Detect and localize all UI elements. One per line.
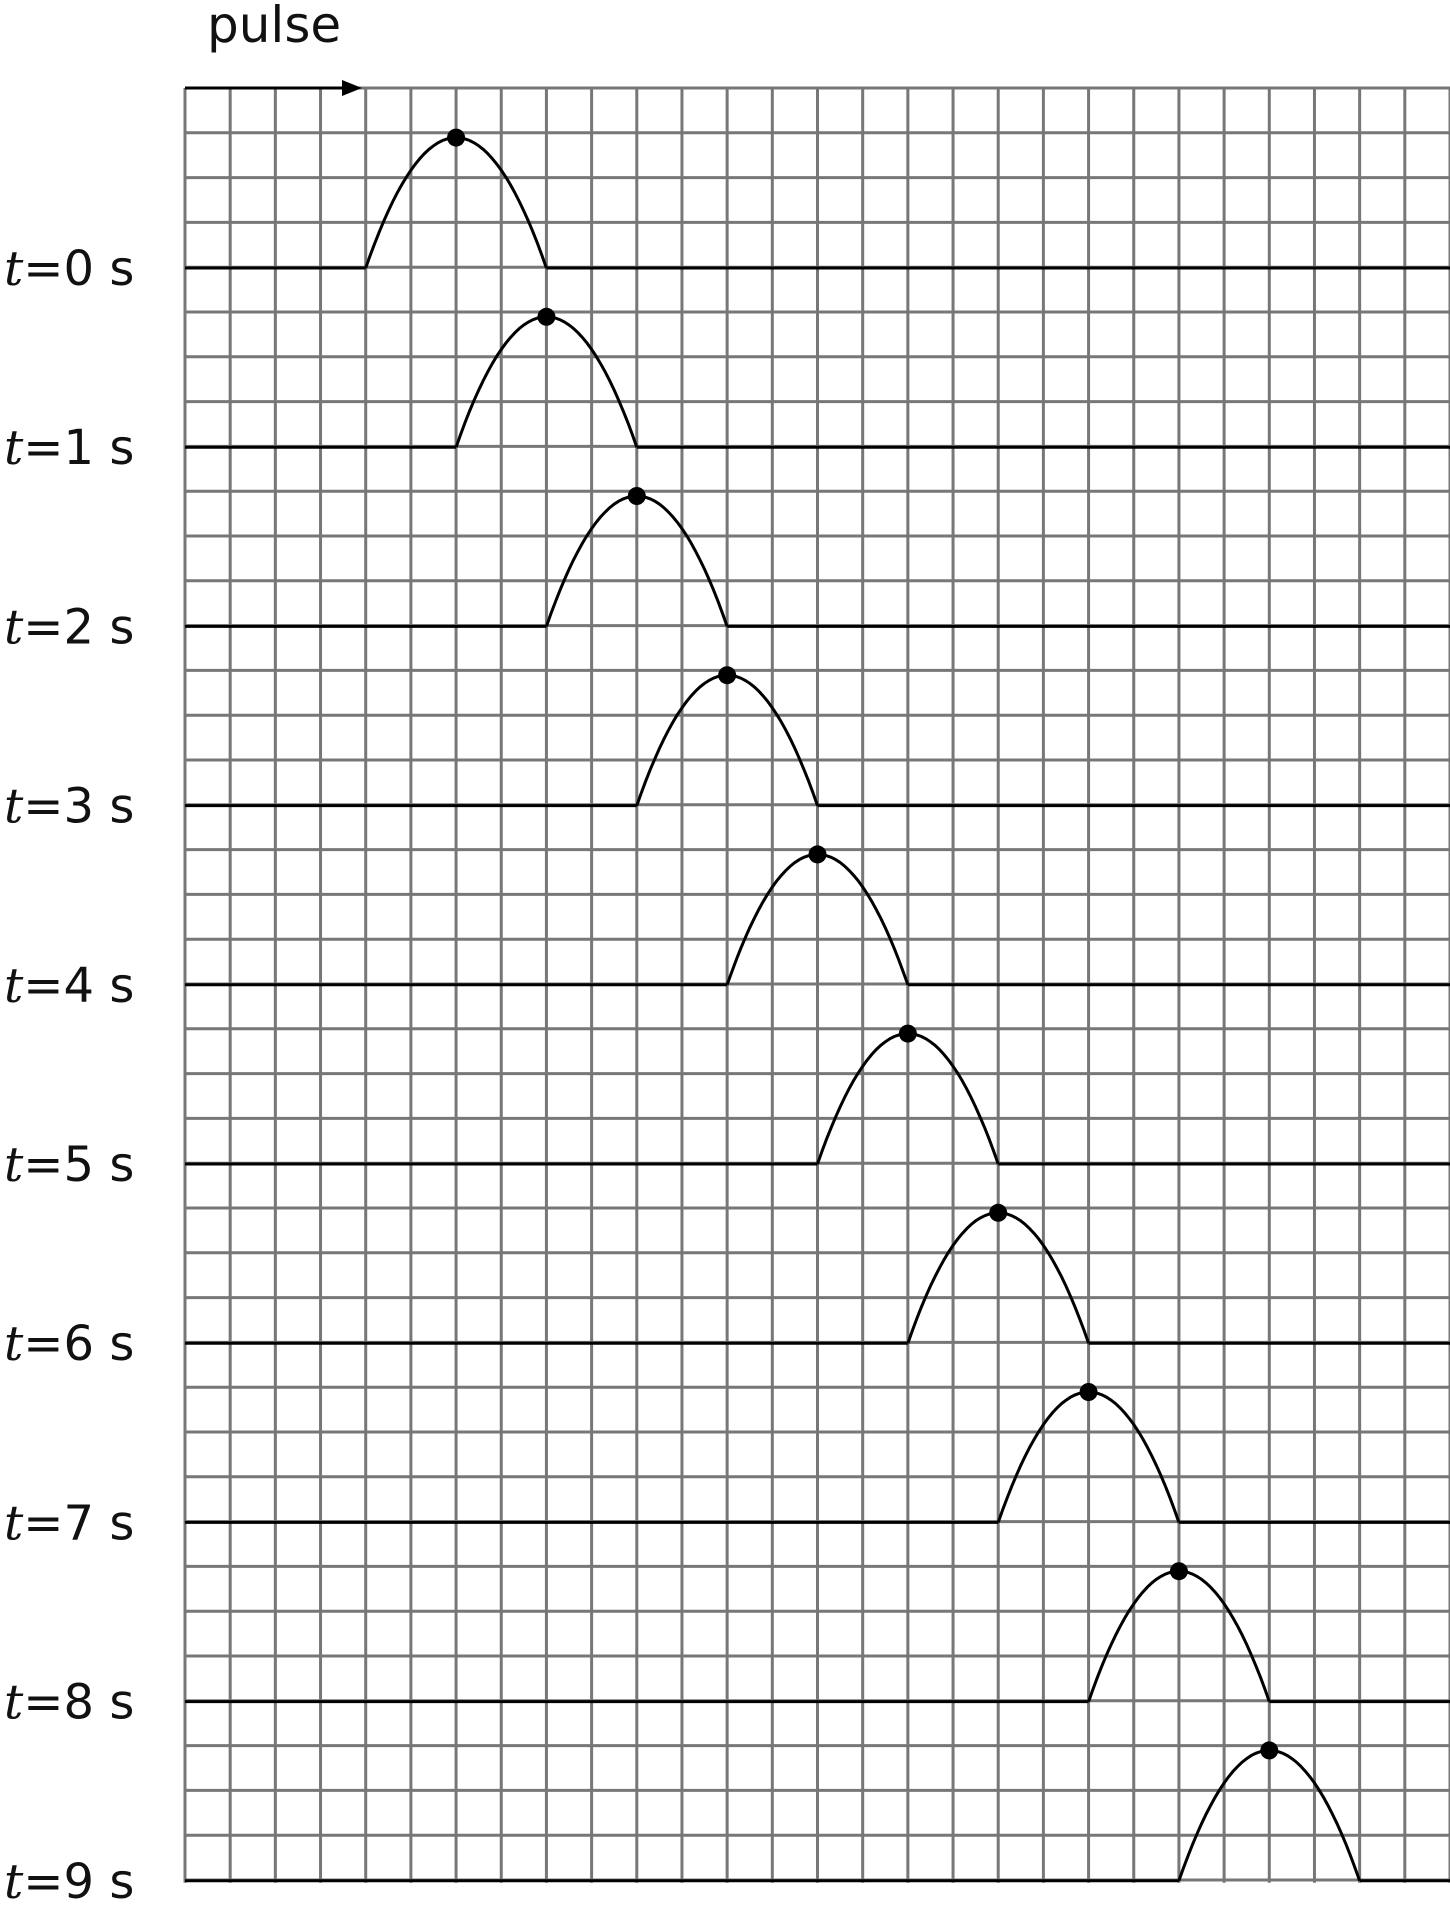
time-value: =3 s	[23, 779, 134, 835]
time-value: =8 s	[23, 1675, 134, 1731]
time-variable: t	[4, 1854, 24, 1910]
pulse-peak-marker	[627, 487, 646, 505]
pulse-peak-marker	[1169, 1562, 1188, 1581]
time-variable: t	[4, 779, 24, 835]
direction-arrow-icon	[342, 80, 362, 96]
time-value: =1 s	[23, 420, 134, 476]
pulse-peak-marker	[537, 307, 556, 326]
time-variable: t	[4, 241, 24, 297]
pulse-peak-marker	[447, 128, 466, 147]
pulse-title: pulse	[207, 0, 341, 54]
pulse-peak-marker	[1079, 1383, 1098, 1401]
time-variable: t	[4, 1137, 24, 1193]
time-label: t=5 s	[4, 1137, 134, 1193]
time-value: =2 s	[23, 599, 134, 655]
time-label: t=1 s	[4, 420, 134, 476]
baselines	[185, 266, 1450, 1883]
time-label: t=6 s	[4, 1316, 134, 1372]
pulse-peak-marker	[1260, 1741, 1279, 1760]
time-value: =6 s	[23, 1316, 134, 1372]
time-label: t=4 s	[4, 958, 134, 1014]
time-variable: t	[4, 1316, 24, 1372]
time-label: t=8 s	[4, 1675, 134, 1731]
time-value: =5 s	[23, 1137, 134, 1193]
time-label: t=0 s	[4, 241, 134, 297]
time-label: t=3 s	[4, 779, 134, 835]
time-value: =7 s	[23, 1495, 134, 1551]
time-value: =0 s	[23, 241, 134, 297]
time-value: =4 s	[23, 958, 134, 1014]
pulse-peak-marker	[898, 1024, 917, 1043]
pulse-peak-marker	[808, 845, 827, 864]
time-variable: t	[4, 1675, 24, 1731]
pulses	[364, 128, 1362, 1882]
pulse-peak-marker	[718, 666, 737, 685]
time-variable: t	[4, 1495, 24, 1551]
time-value: =9 s	[23, 1854, 134, 1910]
time-label: t=2 s	[4, 599, 134, 655]
time-labels: t=0 st=1 st=2 st=3 st=4 st=5 st=6 st=7 s…	[4, 241, 134, 1910]
time-label: t=9 s	[4, 1854, 134, 1910]
time-variable: t	[4, 420, 24, 476]
pulse-peak-marker	[989, 1203, 1008, 1222]
time-label: t=7 s	[4, 1495, 134, 1551]
time-variable: t	[4, 958, 24, 1014]
header: pulse	[185, 0, 362, 96]
time-variable: t	[4, 599, 24, 655]
